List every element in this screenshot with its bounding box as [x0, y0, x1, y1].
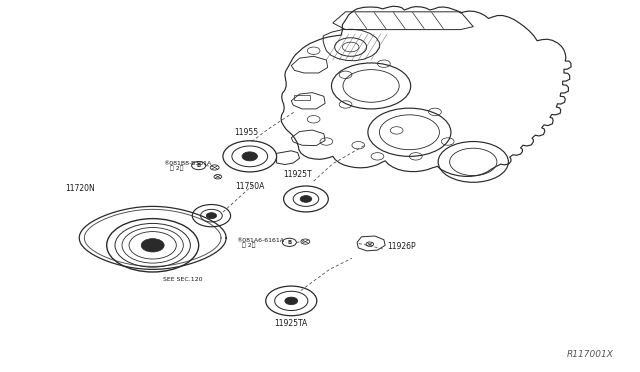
Text: 〈 2〉: 〈 2〉: [242, 243, 255, 248]
Circle shape: [301, 239, 310, 244]
Circle shape: [141, 238, 164, 252]
Circle shape: [300, 196, 312, 202]
Circle shape: [285, 297, 298, 305]
Text: ®081B8-B301A: ®081B8-B301A: [164, 161, 212, 166]
Text: R117001X: R117001X: [567, 350, 614, 359]
Text: ®081A6-6161A: ®081A6-6161A: [236, 238, 284, 243]
Text: 11750A: 11750A: [235, 182, 264, 191]
Circle shape: [366, 242, 374, 246]
Text: SEE SEC.120: SEE SEC.120: [163, 277, 202, 282]
Text: 11720N: 11720N: [65, 185, 95, 193]
Circle shape: [214, 174, 221, 179]
Text: 11925T: 11925T: [284, 170, 312, 179]
Circle shape: [206, 213, 216, 219]
Text: 11955: 11955: [234, 128, 259, 137]
Text: 11925TA: 11925TA: [275, 319, 308, 328]
Text: B: B: [287, 240, 291, 245]
Circle shape: [242, 152, 257, 161]
Text: B: B: [196, 163, 201, 168]
Circle shape: [210, 165, 219, 170]
Text: 〈 2〉: 〈 2〉: [170, 166, 184, 171]
Text: 11926P: 11926P: [387, 241, 415, 250]
